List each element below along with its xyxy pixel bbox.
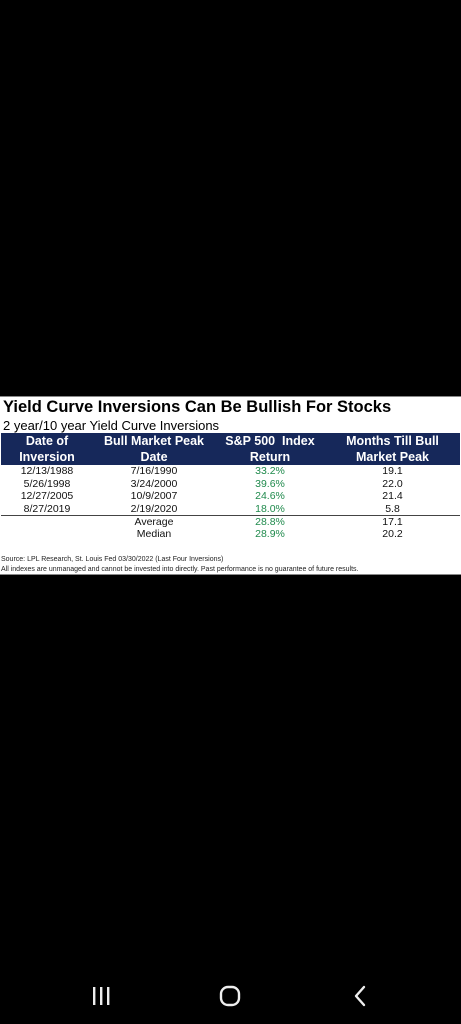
table-row: 5/26/1998 3/24/2000 39.6% 22.0 — [1, 478, 460, 490]
back-icon[interactable] — [345, 984, 375, 1010]
header-bull-market-peak-date: Bull Market Peak Date — [93, 433, 215, 465]
inversions-table: Date of Inversion Bull Market Peak Date S&… — [1, 433, 460, 541]
cell-summary-label: Average — [134, 515, 174, 528]
source-note: Source: LPL Research, St. Louis Fed 03/3… — [1, 556, 224, 563]
cell-return: 39.6% — [255, 478, 285, 490]
table-header-row: Date of Inversion Bull Market Peak Date S&… — [1, 433, 460, 465]
table-row: 12/13/1988 7/16/1990 33.2% 19.1 — [1, 465, 460, 478]
header-date-of-inversion: Date of Inversion — [1, 433, 93, 465]
home-icon[interactable] — [215, 984, 245, 1010]
cell-return: 33.2% — [255, 465, 285, 478]
cell-peak-date: 7/16/1990 — [130, 465, 178, 478]
cell-return: 28.9% — [255, 528, 285, 541]
table-row: 12/27/2005 10/9/2007 24.6% 21.4 — [1, 490, 460, 502]
cell-peak-date: 2/19/2020 — [93, 502, 215, 516]
footnotes: Source: LPL Research, St. Louis Fed 03/3… — [1, 555, 358, 575]
chart-title: Yield Curve Inversions Can Be Bullish Fo… — [3, 398, 392, 416]
cell-inversion-date: 12/13/1988 — [20, 465, 74, 478]
cell-months: 5.8 — [325, 502, 460, 516]
cell-empty — [1, 528, 93, 540]
cell-months: 22.0 — [382, 478, 403, 490]
cell-empty — [1, 515, 93, 528]
summary-row-median: Median 28.9% 20.2 — [1, 528, 460, 540]
cell-return: 18.0% — [215, 502, 325, 516]
header-months-till-peak: Months Till Bull Market Peak — [325, 433, 460, 465]
recents-icon[interactable] — [86, 984, 116, 1010]
disclaimer-note: All indexes are unmanaged and cannot be … — [1, 566, 359, 573]
cell-return: 24.6% — [255, 490, 285, 503]
cell-months: 17.1 — [382, 515, 403, 528]
summary-row-average: Average 28.8% 17.1 — [1, 515, 460, 528]
cell-months: 21.4 — [382, 490, 403, 503]
cell-inversion-date: 8/27/2019 — [1, 502, 93, 516]
system-navigation-bar — [0, 970, 461, 1024]
table-row: 8/27/2019 2/19/2020 18.0% 5.8 — [1, 502, 460, 516]
cell-peak-date: 3/24/2000 — [130, 478, 178, 490]
cell-peak-date: 10/9/2007 — [130, 490, 178, 503]
chart-subtitle: 2 year/10 year Yield Curve Inversions — [3, 418, 220, 433]
cell-months: 20.2 — [382, 528, 403, 541]
image-card: Yield Curve Inversions Can Be Bullish Fo… — [0, 396, 461, 575]
cell-return: 28.8% — [255, 515, 285, 528]
cell-inversion-date: 12/27/2005 — [20, 490, 74, 503]
cell-inversion-date: 5/26/1998 — [23, 478, 71, 490]
header-sp500-return: S&P 500 Index Return — [215, 433, 325, 465]
cell-summary-label: Median — [136, 528, 172, 541]
cell-months: 19.1 — [382, 465, 403, 478]
